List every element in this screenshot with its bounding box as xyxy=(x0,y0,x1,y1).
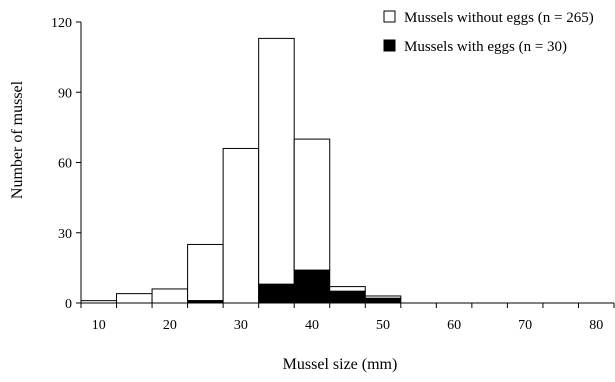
axes-group xyxy=(80,22,614,304)
legend-label-with-eggs: Mussels with eggs (n = 30) xyxy=(404,39,567,55)
bar-with-eggs xyxy=(293,269,331,304)
x-tick-label: 30 xyxy=(234,318,248,333)
legend-label-without-eggs: Mussels without eggs (n = 265) xyxy=(404,10,594,26)
x-axis-title: Mussel size (mm) xyxy=(283,356,398,373)
bar-with-eggs xyxy=(258,283,295,304)
y-tick-label: 120 xyxy=(51,16,72,31)
bar-without-eggs xyxy=(329,286,366,292)
bar-with-eggs xyxy=(329,290,366,304)
y-tick-label: 30 xyxy=(58,227,72,242)
legend-swatch-without-eggs xyxy=(383,10,396,23)
y-tick-label: 90 xyxy=(58,86,72,101)
x-tick-label: 60 xyxy=(447,318,461,333)
bars-group xyxy=(80,37,402,304)
x-tick-label: 10 xyxy=(92,318,106,333)
y-tick-label: 0 xyxy=(65,297,72,312)
x-tick-label: 20 xyxy=(163,318,177,333)
x-ticks-group: 10 20 30 40 50 60 70 80 xyxy=(80,303,615,333)
y-axis-title: Number of mussel xyxy=(9,80,26,199)
bar-without-eggs xyxy=(187,243,224,302)
x-tick-label: 50 xyxy=(376,318,390,333)
x-tick-label: 40 xyxy=(305,318,319,333)
bar-without-eggs xyxy=(293,138,331,271)
bar-without-eggs xyxy=(151,288,189,304)
bar-without-eggs xyxy=(258,37,295,285)
bar-without-eggs xyxy=(222,147,260,304)
bar-with-eggs xyxy=(364,297,402,304)
y-ticks-group: 0 30 60 90 120 xyxy=(51,16,81,312)
bar-without-eggs xyxy=(116,293,153,304)
legend: Mussels without eggs (n = 265) Mussels w… xyxy=(383,10,594,55)
y-tick-label: 60 xyxy=(58,157,72,172)
x-tick-label: 70 xyxy=(518,318,532,333)
x-tick-label: 80 xyxy=(589,318,603,333)
legend-swatch-with-eggs xyxy=(383,39,396,52)
